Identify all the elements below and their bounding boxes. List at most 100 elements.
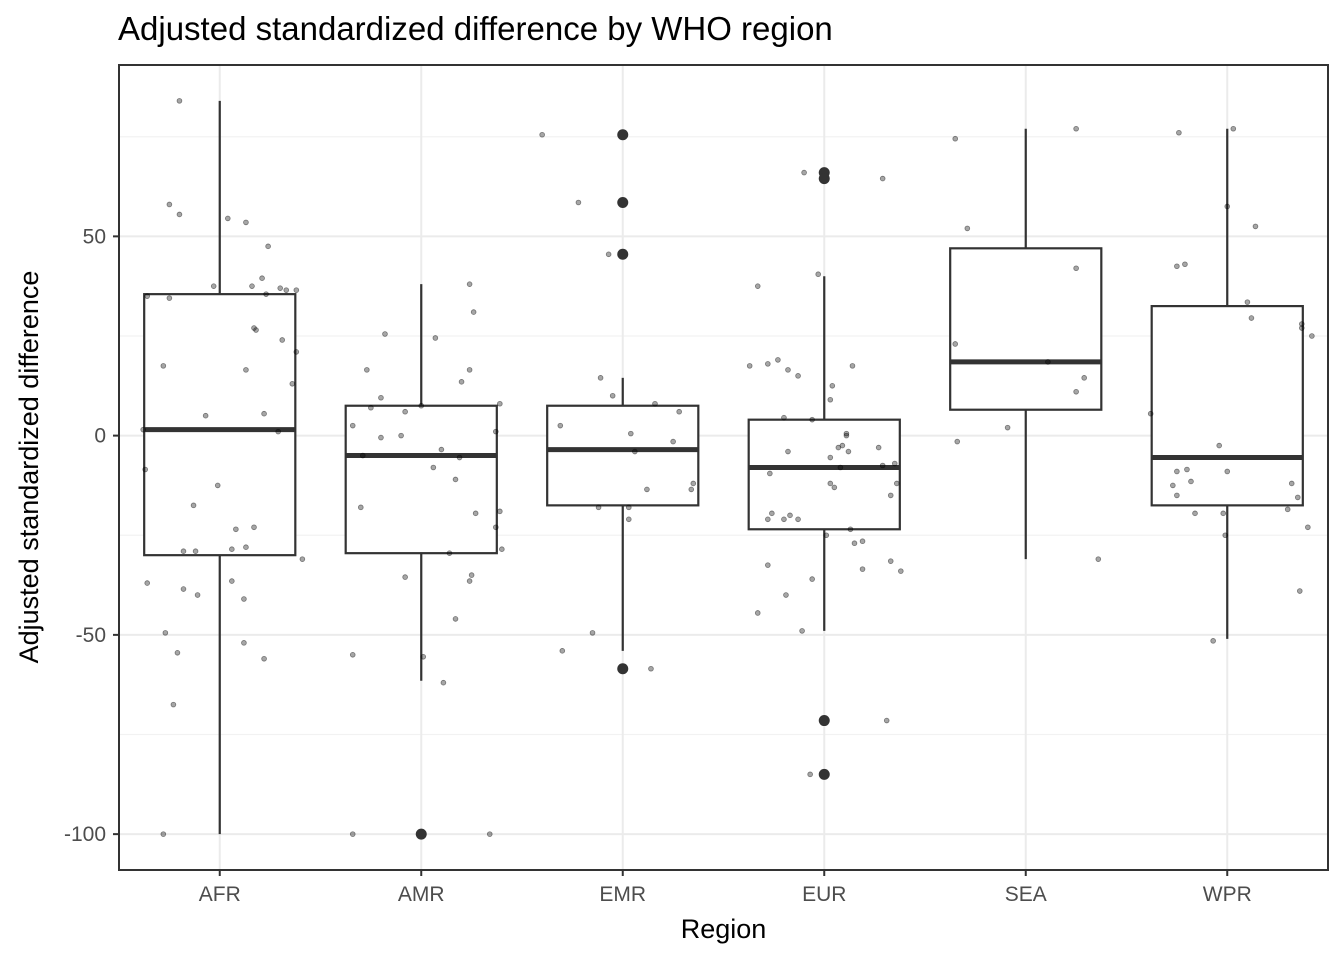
- data-point: [843, 432, 850, 439]
- data-point: [180, 548, 187, 554]
- data-point: [625, 504, 632, 511]
- data-point: [559, 648, 566, 654]
- data-point: [243, 544, 249, 551]
- data-point: [839, 442, 846, 449]
- box-iqr: [546, 404, 700, 507]
- data-point: [180, 586, 187, 592]
- data-point: [1216, 442, 1222, 449]
- data-point: [162, 630, 169, 636]
- data-point: [283, 287, 290, 293]
- box-amr: [344, 284, 498, 840]
- data-point: [1081, 375, 1087, 381]
- data-point: [452, 476, 459, 483]
- data-point: [648, 665, 654, 672]
- data-point: [767, 470, 773, 477]
- data-point: [765, 562, 771, 568]
- data-point: [765, 516, 771, 523]
- data-point: [402, 574, 408, 580]
- box-eur: [747, 167, 901, 780]
- data-point: [466, 281, 473, 287]
- y-axis: -100 -50 0 50: [64, 225, 119, 846]
- data-point: [466, 367, 473, 373]
- data-point: [787, 512, 793, 519]
- data-point: [160, 831, 167, 837]
- data-point: [1147, 410, 1154, 417]
- data-point: [632, 448, 638, 455]
- data-point: [952, 341, 959, 347]
- data-point: [214, 482, 221, 489]
- data-point: [754, 610, 761, 616]
- data-point: [893, 480, 900, 487]
- data-point: [829, 383, 836, 389]
- data-point: [1299, 321, 1305, 327]
- data-point: [368, 404, 374, 411]
- data-point: [1230, 125, 1237, 132]
- data-point: [277, 285, 284, 291]
- data-point: [249, 283, 255, 289]
- outlier-point: [617, 663, 629, 675]
- data-point: [1170, 482, 1176, 489]
- outlier-point: [818, 768, 830, 780]
- data-point: [754, 283, 761, 289]
- data-point: [597, 375, 604, 381]
- data-point: [809, 416, 815, 423]
- data-point: [144, 293, 151, 299]
- data-point: [801, 169, 807, 176]
- data-point: [815, 271, 822, 278]
- data-point: [210, 283, 217, 289]
- data-point: [349, 652, 356, 658]
- data-point: [589, 630, 596, 636]
- data-point: [349, 831, 356, 837]
- data-point: [289, 381, 296, 387]
- data-point: [827, 480, 834, 487]
- data-point: [628, 430, 634, 437]
- box-iqr: [143, 293, 297, 557]
- x-axis: AFR AMR EMR EUR SEA WPR: [199, 870, 1252, 906]
- box-sea: [949, 128, 1103, 560]
- data-point: [1299, 325, 1305, 331]
- data-point: [783, 592, 789, 598]
- data-point: [261, 655, 267, 662]
- data-point: [775, 357, 781, 363]
- data-point: [357, 504, 364, 511]
- data-point: [952, 135, 959, 142]
- data-point: [472, 510, 479, 517]
- data-point: [781, 414, 787, 421]
- data-point: [402, 408, 408, 415]
- grid-lines: [119, 65, 1328, 870]
- data-point: [349, 422, 356, 429]
- x-axis-title: Region: [681, 914, 767, 944]
- data-point: [1174, 468, 1180, 475]
- data-point: [859, 538, 866, 545]
- data-point: [440, 679, 447, 686]
- data-point: [360, 452, 366, 459]
- outlier-point: [617, 196, 629, 208]
- data-point: [263, 291, 269, 297]
- chart-title: Adjusted standardized difference by WHO …: [118, 10, 833, 47]
- data-point: [265, 243, 271, 250]
- data-point: [192, 548, 199, 554]
- data-point: [1004, 424, 1011, 431]
- data-point: [799, 628, 805, 634]
- data-point: [849, 363, 856, 369]
- x-tick-label: EMR: [599, 883, 646, 906]
- data-point: [438, 446, 445, 453]
- data-point: [670, 438, 676, 445]
- data-point: [144, 580, 151, 586]
- data-point: [837, 464, 844, 471]
- data-point: [458, 379, 465, 385]
- data-point: [807, 771, 813, 778]
- plot-panel: [118, 64, 1329, 871]
- data-point: [609, 392, 616, 399]
- data-point: [827, 396, 834, 403]
- data-point: [883, 717, 890, 724]
- data-point: [823, 532, 830, 539]
- data-point: [1188, 478, 1194, 485]
- data-point: [420, 653, 427, 660]
- data-point: [229, 546, 235, 552]
- outlier-point: [818, 715, 830, 727]
- data-point: [493, 428, 499, 435]
- data-point: [293, 287, 300, 293]
- data-point: [378, 434, 384, 441]
